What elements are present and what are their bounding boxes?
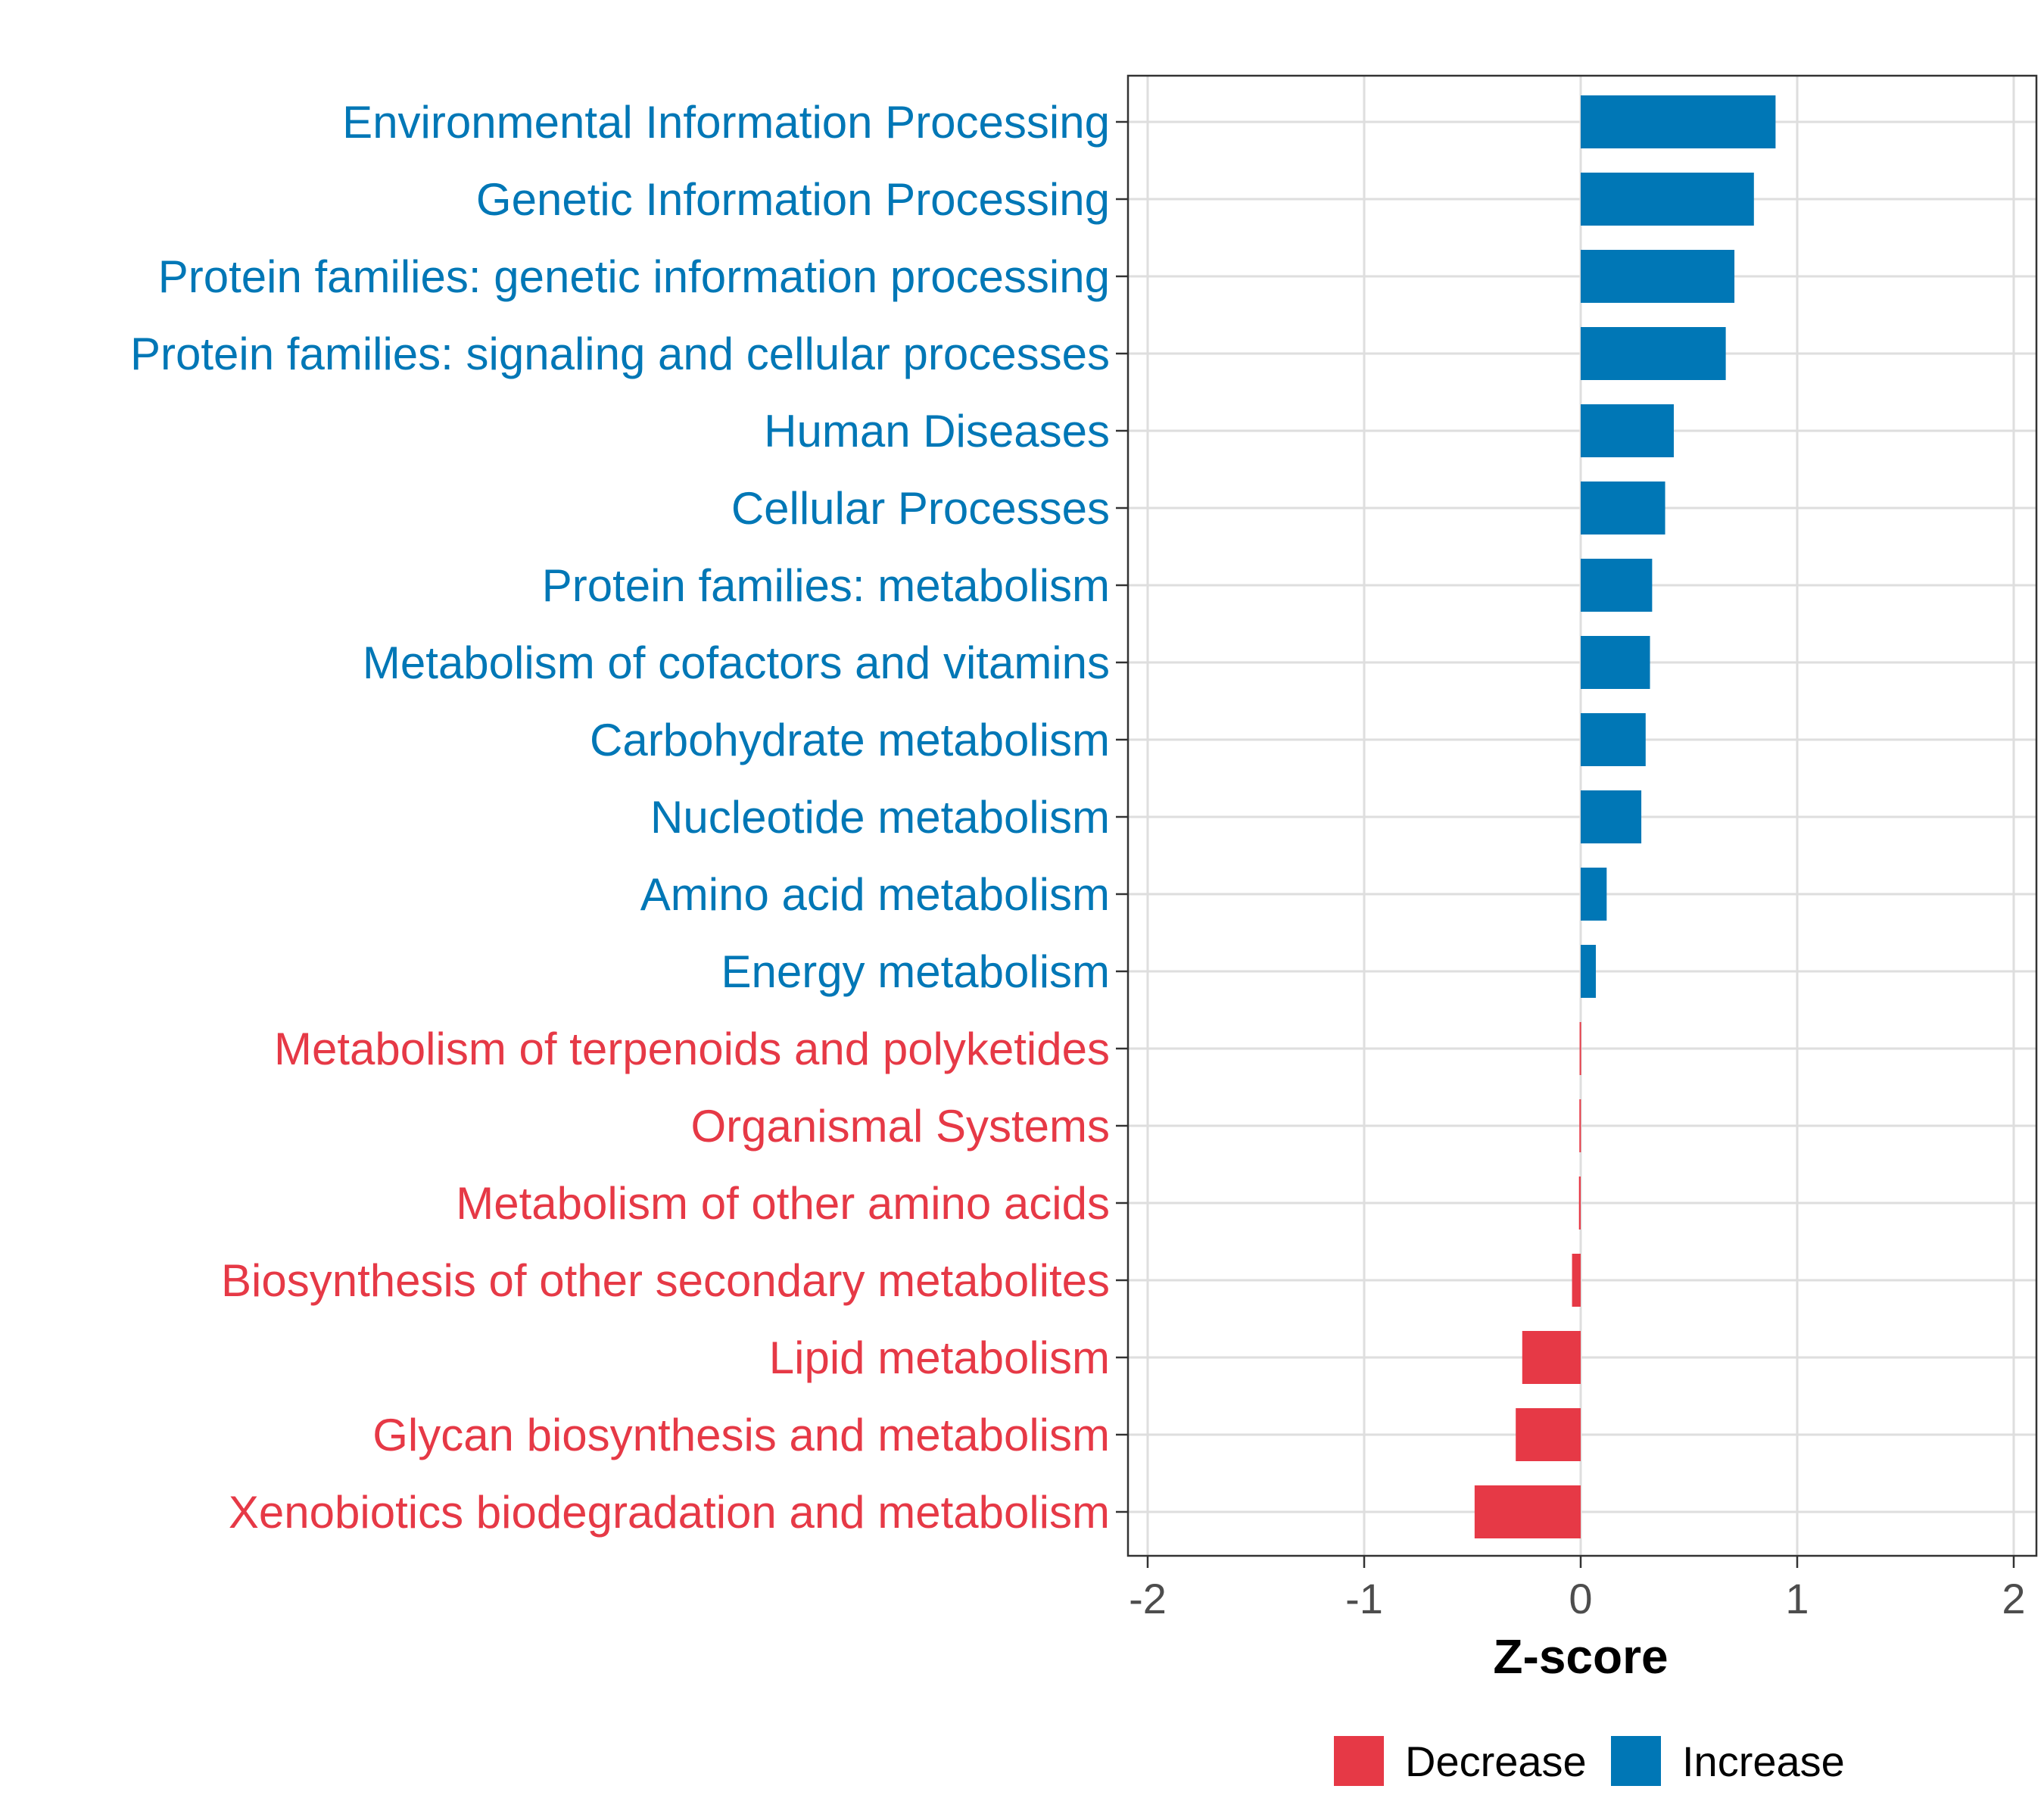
bar <box>1581 945 1597 998</box>
y-tick-label: Human Diseases <box>764 406 1110 457</box>
y-tick-label: Organismal Systems <box>691 1101 1110 1152</box>
bar <box>1581 868 1607 921</box>
x-tick-label: 0 <box>1569 1575 1592 1622</box>
y-tick-label: Biosynthesis of other secondary metaboli… <box>221 1255 1110 1306</box>
bar <box>1581 636 1650 689</box>
bar <box>1581 713 1646 766</box>
y-tick-label: Metabolism of cofactors and vitamins <box>363 637 1110 688</box>
y-tick-label: Amino acid metabolism <box>640 869 1110 920</box>
bars <box>1474 95 1776 1538</box>
y-tick-label: Metabolism of other amino acids <box>456 1178 1110 1229</box>
bar <box>1572 1254 1581 1307</box>
y-tick-label: Protein families: genetic information pr… <box>158 251 1110 302</box>
y-tick-label: Protein families: signaling and cellular… <box>130 329 1110 379</box>
bar <box>1581 95 1776 148</box>
x-tick-label: -1 <box>1345 1575 1383 1622</box>
bar <box>1579 1022 1581 1075</box>
bar <box>1516 1408 1581 1461</box>
bar <box>1581 482 1665 535</box>
bar <box>1581 404 1674 457</box>
x-tick-label: -2 <box>1129 1575 1167 1622</box>
legend-item-increase: Increase <box>1611 1736 1845 1786</box>
y-tick-label: Environmental Information Processing <box>342 97 1110 148</box>
legend-item-decrease: Decrease <box>1334 1736 1587 1786</box>
y-tick-label: Glycan biosynthesis and metabolism <box>372 1410 1110 1460</box>
y-tick-label: Protein families: metabolism <box>542 560 1110 611</box>
panel-border <box>1126 74 2038 1557</box>
y-tick-label: Metabolism of terpenoids and polyketides <box>274 1024 1110 1074</box>
y-tick-label: Lipid metabolism <box>769 1332 1110 1383</box>
x-axis-title: Z-score <box>1493 1629 1668 1684</box>
bar <box>1581 327 1726 380</box>
bar <box>1581 559 1653 612</box>
y-tick-label: Xenobiotics biodegradation and metabolis… <box>229 1487 1110 1538</box>
y-tick-label: Genetic Information Processing <box>476 174 1110 225</box>
bar <box>1581 173 1754 226</box>
legend-label: Decrease <box>1405 1738 1587 1785</box>
bar <box>1579 1099 1581 1152</box>
legend-key <box>1334 1736 1384 1786</box>
bar <box>1581 250 1735 303</box>
legend-label: Increase <box>1682 1738 1845 1785</box>
y-axis: Environmental Information Processing Gene… <box>130 97 1128 1538</box>
x-axis: -2 -1 0 1 2 <box>1129 1556 2026 1622</box>
legend: Decrease Increase <box>1334 1736 1845 1786</box>
x-tick-label: 1 <box>1785 1575 1809 1622</box>
y-tick-label: Carbohydrate metabolism <box>590 715 1110 765</box>
bar <box>1474 1485 1581 1538</box>
bar <box>1578 1177 1581 1230</box>
y-tick-label: Energy metabolism <box>721 946 1110 997</box>
y-tick-label: Nucleotide metabolism <box>650 792 1110 843</box>
legend-key <box>1611 1736 1661 1786</box>
bar <box>1581 790 1642 843</box>
bar <box>1522 1331 1581 1384</box>
y-tick-label: Cellular Processes <box>731 483 1110 534</box>
x-tick-label: 2 <box>2002 1575 2025 1622</box>
